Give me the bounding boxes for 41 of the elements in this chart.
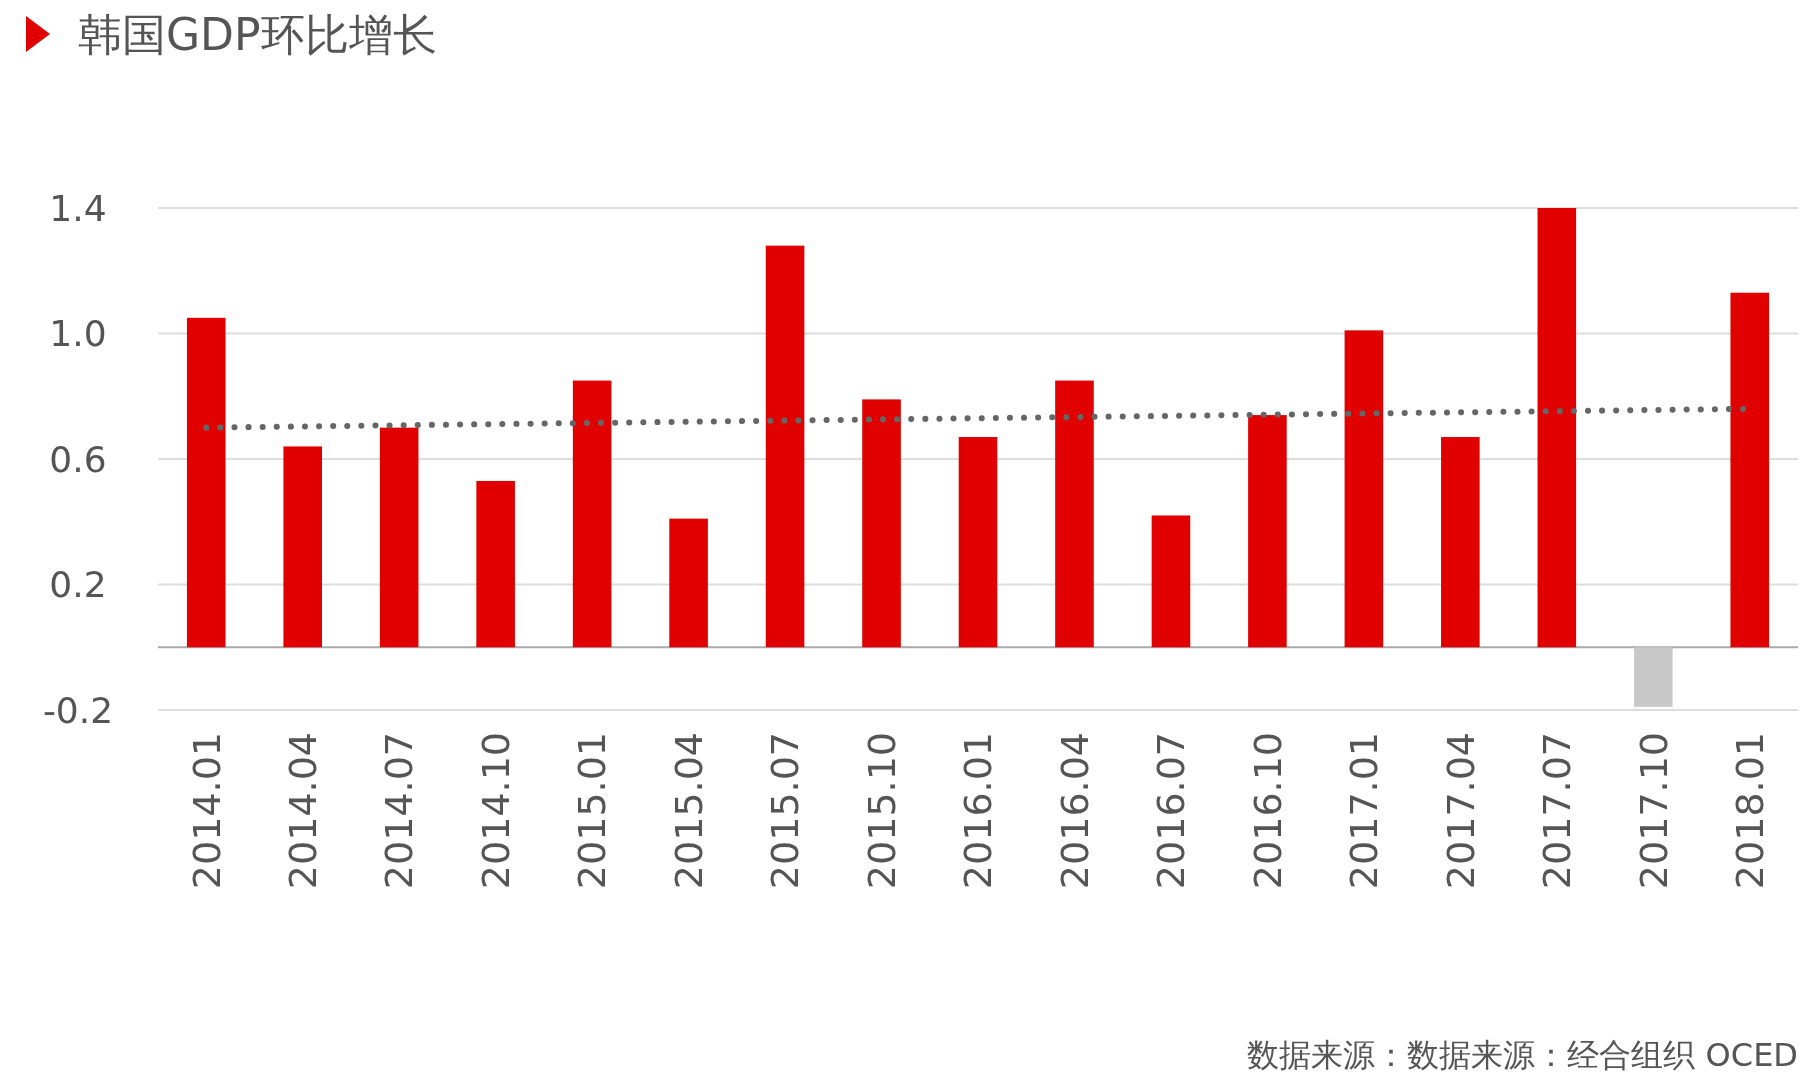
bar xyxy=(379,427,419,648)
x-tick-label: 2017.10 xyxy=(1631,732,1676,890)
bar xyxy=(958,437,998,648)
x-tick-label: 2016.10 xyxy=(1245,732,1290,890)
y-tick-label: -0.2 xyxy=(42,689,114,731)
source-note: 数据来源：数据来源：经合组织 OCED xyxy=(1247,1036,1798,1074)
bar xyxy=(669,518,708,648)
x-tick-label: 2017.04 xyxy=(1438,732,1483,890)
x-tick-label: 2017.07 xyxy=(1535,732,1580,890)
bar xyxy=(862,399,901,648)
x-tick-label: 2014.04 xyxy=(281,732,326,890)
bar xyxy=(476,480,515,648)
bar xyxy=(1537,208,1577,648)
bar xyxy=(1634,647,1673,707)
y-tick-label: 0.2 xyxy=(49,564,107,606)
x-tick-label: 2014.01 xyxy=(184,732,229,890)
bar xyxy=(1151,515,1191,648)
x-tick-label: 2014.07 xyxy=(377,732,422,890)
x-tick-label: 2016.04 xyxy=(1052,732,1097,890)
x-tick-label: 2017.01 xyxy=(1342,732,1387,890)
bar xyxy=(283,446,322,648)
bar xyxy=(1441,437,1480,648)
x-tick-label: 2016.07 xyxy=(1149,732,1194,890)
x-tick-label: 2018.01 xyxy=(1728,732,1773,890)
bar xyxy=(572,380,612,648)
chart-title: 韩国GDP环比增长 xyxy=(78,9,437,60)
x-tick-label: 2015.07 xyxy=(763,732,808,890)
x-tick-label: 2016.01 xyxy=(956,732,1001,890)
x-tick-label: 2015.10 xyxy=(859,732,904,890)
x-tick-label: 2015.04 xyxy=(666,732,711,890)
bar xyxy=(1344,330,1384,648)
y-tick-label: 1.0 xyxy=(49,313,107,355)
bar xyxy=(1055,380,1094,648)
bar xyxy=(765,245,805,648)
x-tick-label: 2015.01 xyxy=(570,732,615,890)
bar xyxy=(1730,292,1770,648)
y-tick-label: 0.6 xyxy=(49,438,107,480)
bar xyxy=(186,317,226,648)
y-tick-label: 1.4 xyxy=(49,187,107,229)
bar xyxy=(1248,415,1287,648)
x-tick-label: 2014.10 xyxy=(473,732,518,890)
